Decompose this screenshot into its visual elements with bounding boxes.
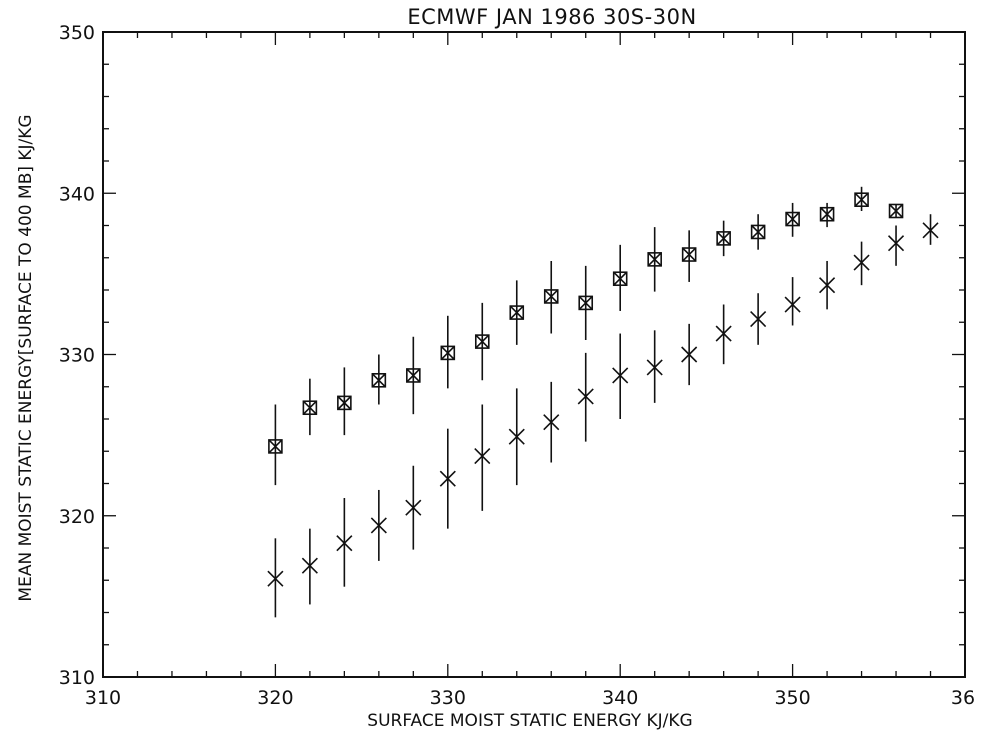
x-marker [474,448,491,465]
boxed-x-marker [612,271,628,287]
x-marker [853,254,870,271]
x-tick-label: 320 [257,687,293,709]
boxed-x-marker [406,368,421,383]
y-tick-label: 330 [59,345,95,367]
x-marker [715,325,732,342]
boxed-x-marker [716,231,731,246]
x-marker [922,222,939,239]
x-tick-label: 350 [774,687,810,709]
x-marker [543,414,560,431]
x-marker [681,346,698,363]
x-marker [370,517,387,534]
x-marker [612,367,629,384]
x-marker [336,535,353,552]
y-tick-label: 350 [59,22,95,44]
plot-frame [102,31,966,678]
boxed-x-marker [647,252,662,267]
x-marker [646,359,663,376]
x-marker [784,296,801,313]
y-tick-label: 340 [59,183,95,205]
boxed-x-marker [474,334,490,349]
boxed-x-marker [371,372,387,388]
boxed-x-marker [819,206,835,222]
x-marker [577,388,594,405]
x-marker [405,499,422,516]
y-tick-label: 310 [59,667,95,689]
boxed-x-marker [268,439,283,454]
x-marker [887,235,905,252]
x-marker [750,310,767,328]
x-tick-label: 330 [430,687,466,709]
x-marker [508,428,525,445]
x-marker [301,557,318,574]
x-tick-label: 36 [951,687,975,709]
boxed-x-marker [509,305,525,320]
boxed-x-marker [750,224,766,240]
boxed-x-marker [681,247,697,262]
x-tick-label: 310 [85,687,121,709]
boxed-x-marker [785,211,800,227]
data-markers [267,192,939,587]
boxed-x-marker [854,192,869,207]
y-axis-label: MEAN MOIST STATIC ENERGY[SURFACE TO 400 … [16,114,36,601]
x-marker [819,277,836,294]
boxed-x-marker [578,295,594,311]
chart-title: ECMWF JAN 1986 30S-30N [407,5,696,29]
boxed-x-marker [543,289,559,304]
boxed-x-marker [440,345,456,361]
x-marker [267,570,284,587]
x-tick-label: 340 [602,687,638,709]
x-axis-label: SURFACE MOIST STATIC ENERGY KJ/KG [367,711,692,731]
boxed-x-marker [302,400,318,416]
boxed-x-marker [888,203,904,219]
y-tick-label: 320 [59,506,95,528]
axis-ticks [102,31,966,678]
tick-labels: 310 320 330 340 350 36 310 320 330 340 350 [59,22,975,709]
x-marker [439,470,456,487]
error-bars [274,186,932,618]
boxed-x-marker [337,395,352,411]
